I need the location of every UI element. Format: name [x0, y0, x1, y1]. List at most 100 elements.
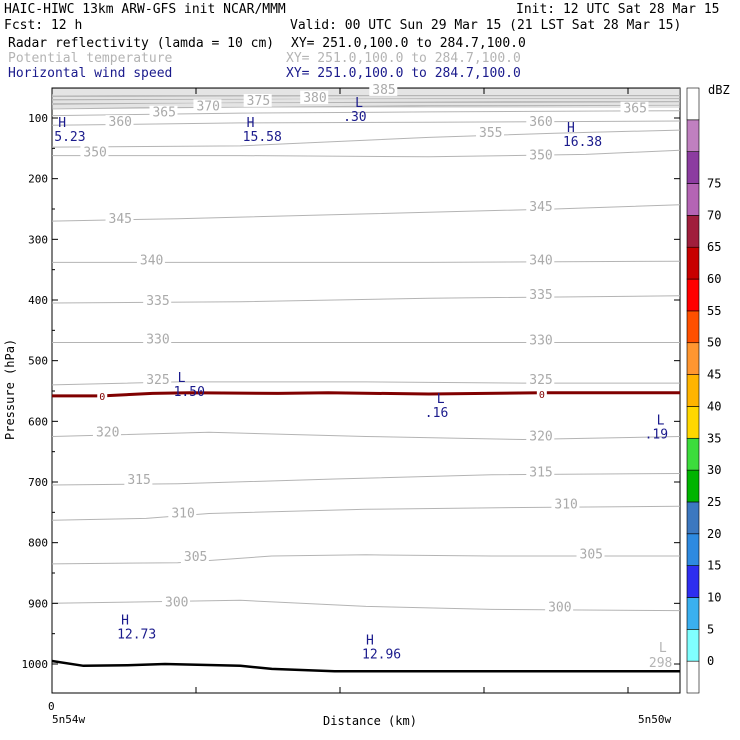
y-tick-label: 600	[28, 415, 48, 428]
theta-label: 335	[146, 294, 169, 309]
theta-label-bg	[526, 429, 555, 443]
zero-contour-line	[52, 391, 680, 398]
colorbar-swatch	[686, 215, 700, 248]
theta-label: 350	[83, 145, 106, 160]
theta-label-bg	[143, 294, 172, 308]
theta-label-bg	[526, 200, 555, 213]
y-tick-label: 900	[28, 597, 48, 610]
y-tick-label: 1000	[22, 658, 49, 671]
theta-label: 300	[548, 600, 571, 615]
theta-label: 320	[529, 429, 552, 444]
theta-label: 320	[96, 426, 119, 441]
theta-label: 345	[109, 212, 132, 227]
theta-label-bg	[180, 550, 209, 564]
colorbar-level-label: 70	[707, 208, 721, 222]
theta-label: 315	[127, 473, 150, 488]
theta-label-bg	[243, 93, 272, 107]
y-tick-label: 400	[28, 294, 48, 307]
theta-label-bg	[526, 465, 555, 479]
theta-label: 350	[529, 148, 552, 163]
colorbar-level-label: 10	[707, 590, 721, 604]
colorbar-level-label: 60	[707, 272, 721, 286]
theta-label-bg	[143, 332, 172, 346]
wind-extremum-type: L	[178, 371, 186, 386]
theta-label-bg	[143, 372, 172, 386]
wind-extremum-value: 12.73	[117, 628, 156, 643]
theta-contour-370	[51, 104, 681, 110]
y-tick-label: 500	[28, 355, 48, 368]
wind-extremum-value: .19	[645, 427, 668, 442]
zero-label-bg	[536, 388, 547, 401]
theta-label-bg	[369, 82, 398, 96]
wind-extremum-value: 1.50	[174, 385, 205, 400]
colorbar-swatch	[686, 374, 700, 407]
theta-label: 360	[529, 115, 552, 130]
theta-contour-380	[51, 98, 680, 101]
colorbar-swatch	[686, 437, 700, 471]
theta-label-bg	[526, 372, 555, 386]
wind-extremum-type: H	[121, 614, 129, 629]
theta-label-bg	[162, 595, 191, 609]
valid-time: Valid: 00 UTC Sun 29 Mar 15 (21 LST Sat …	[290, 18, 681, 33]
theta-contour-345	[51, 204, 681, 222]
theta-label-bg	[526, 333, 555, 347]
y-tick-label: 200	[28, 173, 48, 186]
colorbar-level-label: 30	[707, 463, 721, 477]
colorbar: 0 5 10 15 20 25 30 35 40 45 50 55 60 65 70 75	[686, 87, 721, 694]
x-axis	[51, 88, 629, 693]
theta-label: 385	[372, 83, 395, 98]
colorbar-level-label: 40	[707, 399, 721, 413]
forecast-hour: Fcst: 12 h	[4, 18, 82, 33]
theta-label: 305	[580, 548, 603, 563]
header: HAIC-HIWC 13km ARW-GFS init NCAR/MMM Ini…	[4, 2, 720, 81]
colorbar-level-label: 45	[707, 368, 721, 382]
theta-label-bg	[193, 99, 222, 113]
theta-contour-325	[51, 381, 680, 386]
theta-label-bg	[168, 506, 197, 520]
zero-label-bg	[97, 389, 108, 402]
field-name-wind: Horizontal wind speed	[8, 66, 172, 81]
theta-label-bg	[576, 547, 605, 561]
theta-contour-385	[51, 95, 680, 97]
theta-label-bg	[105, 115, 134, 129]
theta-contour-300	[51, 599, 681, 612]
field-name-theta: Potential temperature	[8, 51, 173, 66]
x-start-label: 5n54w	[52, 713, 85, 726]
colorbar-swatch	[686, 246, 700, 280]
theta-label-bg	[551, 497, 580, 511]
y-tick-label: 800	[28, 537, 48, 550]
theta-label: 305	[184, 550, 207, 565]
theta-label: 340	[140, 253, 163, 268]
wind-extremum-value: 16.38	[563, 135, 602, 150]
theta-label: 375	[247, 94, 270, 109]
wind-extremum-value: 15.58	[243, 130, 282, 145]
theta-label: 310	[554, 497, 577, 512]
wind-extremum-type: H	[58, 116, 66, 131]
theta-label-bg	[526, 115, 555, 129]
theta-label: 370	[196, 99, 219, 114]
theta-contour-355	[51, 129, 681, 148]
zero-contour-label: 0	[539, 390, 545, 401]
colorbar-swatch	[686, 183, 700, 216]
theta-label: 325	[529, 373, 552, 388]
field-xy-wind: XY= 251.0,100.0 to 284.7,100.0	[286, 66, 521, 81]
theta-label-bg	[526, 287, 555, 301]
theta-label-bg	[476, 125, 505, 139]
theta-label-bg	[149, 105, 178, 119]
colorbar-swatch	[686, 406, 700, 439]
wind-extremum-type: L	[355, 96, 363, 111]
colorbar-level-label: 35	[707, 431, 721, 445]
field-xy-theta: XY= 251.0,100.0 to 284.7,100.0	[286, 51, 521, 66]
colorbar-level-label: 25	[707, 495, 721, 509]
colorbar-level-label: 20	[707, 527, 721, 541]
colorbar-swatch	[686, 310, 700, 344]
terrain-line	[51, 659, 680, 673]
theta-contour-350	[52, 149, 681, 158]
theta-label-bg	[620, 101, 649, 115]
theta-contour-labels: 385 380 375 370 365 365 360 360 355 350 350 345 345 3…	[80, 82, 649, 615]
theta-contour-375	[51, 101, 681, 105]
theta-label: 360	[109, 115, 132, 130]
theta-label: 330	[146, 332, 169, 347]
